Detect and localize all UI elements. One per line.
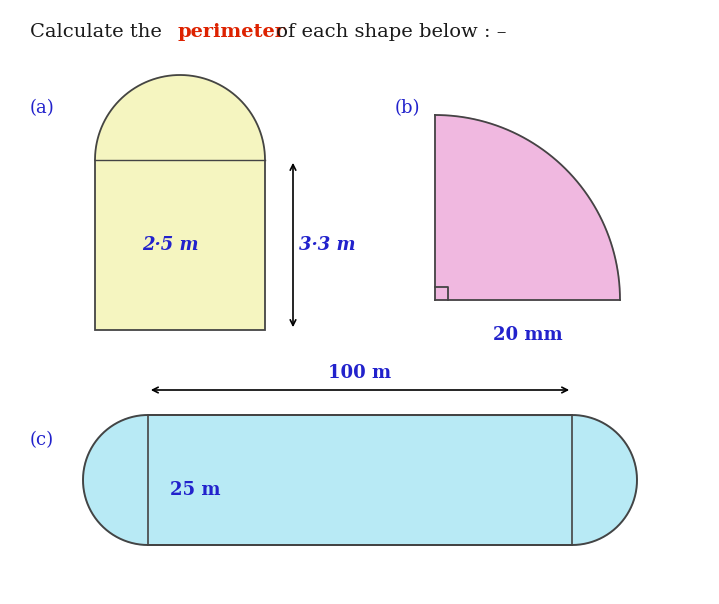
Bar	[95, 160, 265, 330]
Text: of each shape below : –: of each shape below : –	[270, 23, 506, 41]
Text: 20 mm: 20 mm	[493, 326, 562, 344]
Polygon shape	[95, 75, 265, 160]
Text: 100 m: 100 m	[329, 364, 392, 382]
Text: perimeter: perimeter	[178, 23, 286, 41]
Text: (b): (b)	[395, 99, 421, 117]
Text: 3·3 m: 3·3 m	[299, 236, 355, 254]
Polygon shape	[435, 115, 620, 300]
Text: Calculate the: Calculate the	[30, 23, 168, 41]
Text: 2·5 m: 2·5 m	[142, 236, 198, 254]
Text: (a): (a)	[30, 99, 55, 117]
Text: 25 m: 25 m	[170, 481, 221, 499]
Text: (c): (c)	[30, 431, 54, 449]
Polygon shape	[83, 415, 637, 545]
